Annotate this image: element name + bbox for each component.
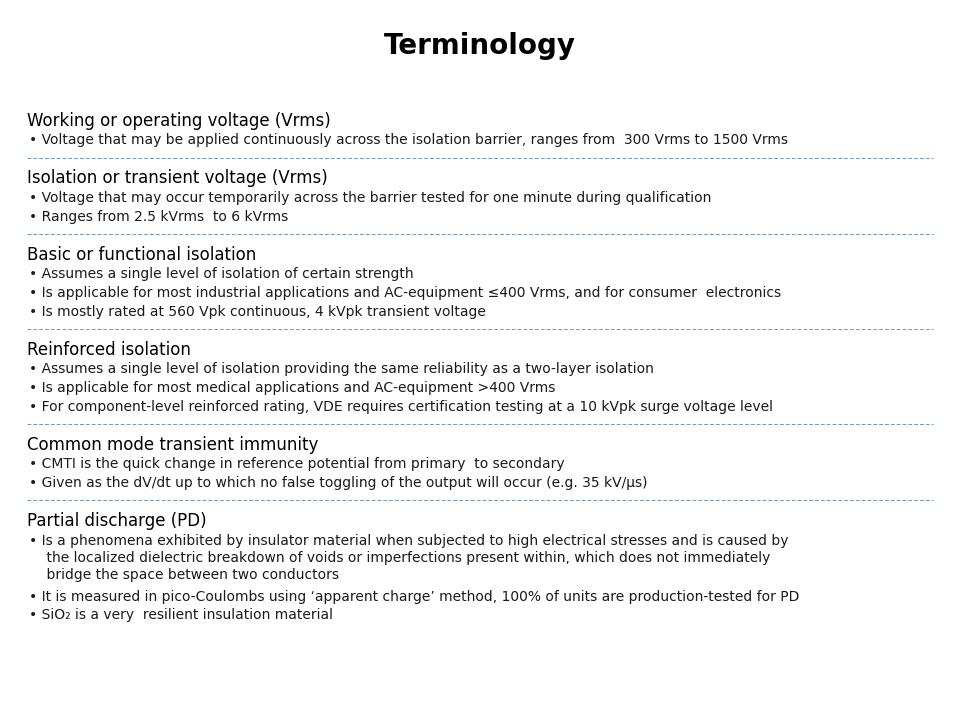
Text: • Is mostly rated at 560 Vpk continuous, 4 kVpk transient voltage: • Is mostly rated at 560 Vpk continuous,…	[29, 305, 486, 318]
Text: Terminology: Terminology	[384, 32, 576, 60]
Text: • Assumes a single level of isolation providing the same reliability as a two-la: • Assumes a single level of isolation pr…	[29, 362, 654, 376]
Text: • Is a phenomena exhibited by insulator material when subjected to high electric: • Is a phenomena exhibited by insulator …	[29, 534, 788, 582]
Text: • Voltage that may be applied continuously across the isolation barrier, ranges : • Voltage that may be applied continuous…	[29, 133, 788, 147]
Text: Partial discharge (PD): Partial discharge (PD)	[27, 512, 206, 530]
Text: • Is applicable for most industrial applications and AC-equipment ≤400 Vrms, and: • Is applicable for most industrial appl…	[29, 286, 780, 300]
Text: Isolation or transient voltage (Vrms): Isolation or transient voltage (Vrms)	[27, 169, 327, 187]
Text: • Given as the dV/dt up to which no false toggling of the output will occur (e.g: • Given as the dV/dt up to which no fals…	[29, 476, 647, 490]
Text: Working or operating voltage (Vrms): Working or operating voltage (Vrms)	[27, 112, 330, 130]
Text: • CMTI is the quick change in reference potential from primary  to secondary: • CMTI is the quick change in reference …	[29, 457, 564, 471]
Text: • Assumes a single level of isolation of certain strength: • Assumes a single level of isolation of…	[29, 267, 414, 281]
Text: Basic or functional isolation: Basic or functional isolation	[27, 246, 256, 264]
Text: • Voltage that may occur temporarily across the barrier tested for one minute du: • Voltage that may occur temporarily acr…	[29, 191, 711, 204]
Text: Reinforced isolation: Reinforced isolation	[27, 341, 191, 359]
Text: Common mode transient immunity: Common mode transient immunity	[27, 436, 319, 454]
Text: • SiO₂ is a very  resilient insulation material: • SiO₂ is a very resilient insulation ma…	[29, 608, 333, 622]
Text: • It is measured in pico-Coulombs using ‘apparent charge’ method, 100% of units : • It is measured in pico-Coulombs using …	[29, 590, 799, 603]
Text: • Is applicable for most medical applications and AC-equipment >400 Vrms: • Is applicable for most medical applica…	[29, 381, 555, 395]
Text: • Ranges from 2.5 kVrms  to 6 kVrms: • Ranges from 2.5 kVrms to 6 kVrms	[29, 210, 288, 223]
Text: • For component-level reinforced rating, VDE requires certification testing at a: • For component-level reinforced rating,…	[29, 400, 773, 413]
